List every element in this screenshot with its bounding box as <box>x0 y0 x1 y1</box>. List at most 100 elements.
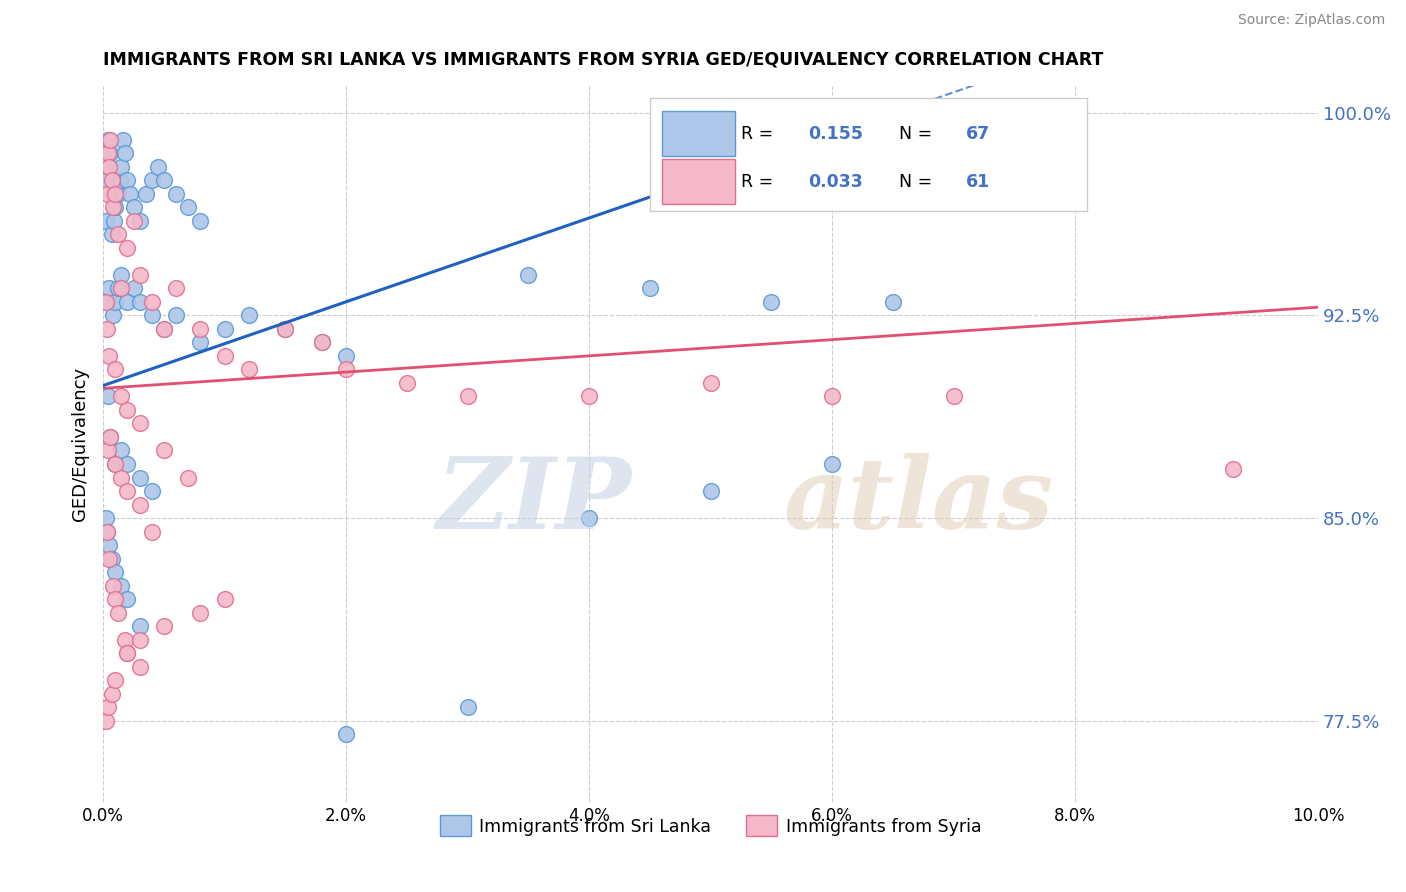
Point <box>110 281 132 295</box>
Point <box>311 335 333 350</box>
Text: N =: N = <box>898 125 938 143</box>
Point <box>165 281 187 295</box>
Point <box>153 322 176 336</box>
Point <box>821 389 844 403</box>
Point <box>311 335 333 350</box>
Point <box>165 186 187 201</box>
Point <box>94 714 117 728</box>
Point <box>110 268 132 282</box>
Point <box>104 457 127 471</box>
Point <box>128 213 150 227</box>
Point <box>107 281 129 295</box>
Point <box>638 281 661 295</box>
Point <box>100 227 122 242</box>
Point <box>98 281 121 295</box>
Point <box>122 213 145 227</box>
Text: R =: R = <box>741 125 779 143</box>
Point <box>97 443 120 458</box>
Point <box>699 483 721 498</box>
Point <box>117 173 139 187</box>
Point <box>94 511 117 525</box>
Point <box>188 213 211 227</box>
Point <box>141 173 163 187</box>
Point <box>111 132 134 146</box>
Point <box>942 389 965 403</box>
Point <box>97 700 120 714</box>
Point <box>114 632 136 647</box>
Point <box>517 268 540 282</box>
Text: ZIP: ZIP <box>437 453 631 549</box>
Point <box>146 160 169 174</box>
Point <box>821 457 844 471</box>
Point <box>98 160 121 174</box>
Point <box>141 294 163 309</box>
FancyBboxPatch shape <box>662 112 735 156</box>
Point <box>100 146 122 161</box>
FancyBboxPatch shape <box>662 160 735 203</box>
Point <box>96 322 118 336</box>
Point <box>153 173 176 187</box>
Point <box>214 322 236 336</box>
Point <box>107 227 129 242</box>
Point <box>101 308 124 322</box>
Point <box>188 322 211 336</box>
Point <box>101 200 124 214</box>
Point <box>110 389 132 403</box>
Point <box>141 483 163 498</box>
Text: R =: R = <box>741 173 779 191</box>
Point <box>96 173 118 187</box>
Point <box>110 443 132 458</box>
Point <box>141 524 163 539</box>
Point <box>128 632 150 647</box>
Point <box>457 389 479 403</box>
Point <box>96 186 118 201</box>
Point <box>97 132 120 146</box>
Point <box>335 727 357 741</box>
Point <box>103 213 125 227</box>
Point <box>110 160 132 174</box>
Point <box>238 362 260 376</box>
Point <box>100 687 122 701</box>
Point <box>117 483 139 498</box>
Point <box>117 646 139 660</box>
Text: 61: 61 <box>966 173 990 191</box>
Point <box>128 619 150 633</box>
Point <box>122 281 145 295</box>
Point <box>104 186 127 201</box>
Point <box>238 308 260 322</box>
Point <box>128 417 150 431</box>
Point <box>761 294 783 309</box>
Point <box>108 173 131 187</box>
Text: 67: 67 <box>966 125 990 143</box>
Point <box>107 606 129 620</box>
Point <box>101 186 124 201</box>
Point <box>128 498 150 512</box>
Point <box>122 200 145 214</box>
Point <box>110 470 132 484</box>
Point <box>165 308 187 322</box>
Point <box>104 294 127 309</box>
Point <box>153 443 176 458</box>
Point <box>96 294 118 309</box>
Text: IMMIGRANTS FROM SRI LANKA VS IMMIGRANTS FROM SYRIA GED/EQUIVALENCY CORRELATION C: IMMIGRANTS FROM SRI LANKA VS IMMIGRANTS … <box>103 51 1104 69</box>
Point <box>100 551 122 566</box>
Text: 0.155: 0.155 <box>808 125 863 143</box>
Point <box>578 389 600 403</box>
Point <box>177 470 200 484</box>
Text: atlas: atlas <box>783 453 1053 549</box>
Point <box>1222 462 1244 476</box>
Y-axis label: GED/Equivalency: GED/Equivalency <box>72 367 89 521</box>
Point <box>104 362 127 376</box>
Text: Source: ZipAtlas.com: Source: ZipAtlas.com <box>1237 13 1385 28</box>
Point <box>395 376 418 390</box>
Point <box>274 322 297 336</box>
Point <box>118 186 141 201</box>
Point <box>104 565 127 579</box>
Point <box>882 294 904 309</box>
Point <box>153 619 176 633</box>
Point <box>177 200 200 214</box>
Point <box>274 322 297 336</box>
Point <box>128 470 150 484</box>
Point <box>117 294 139 309</box>
FancyBboxPatch shape <box>650 98 1087 211</box>
